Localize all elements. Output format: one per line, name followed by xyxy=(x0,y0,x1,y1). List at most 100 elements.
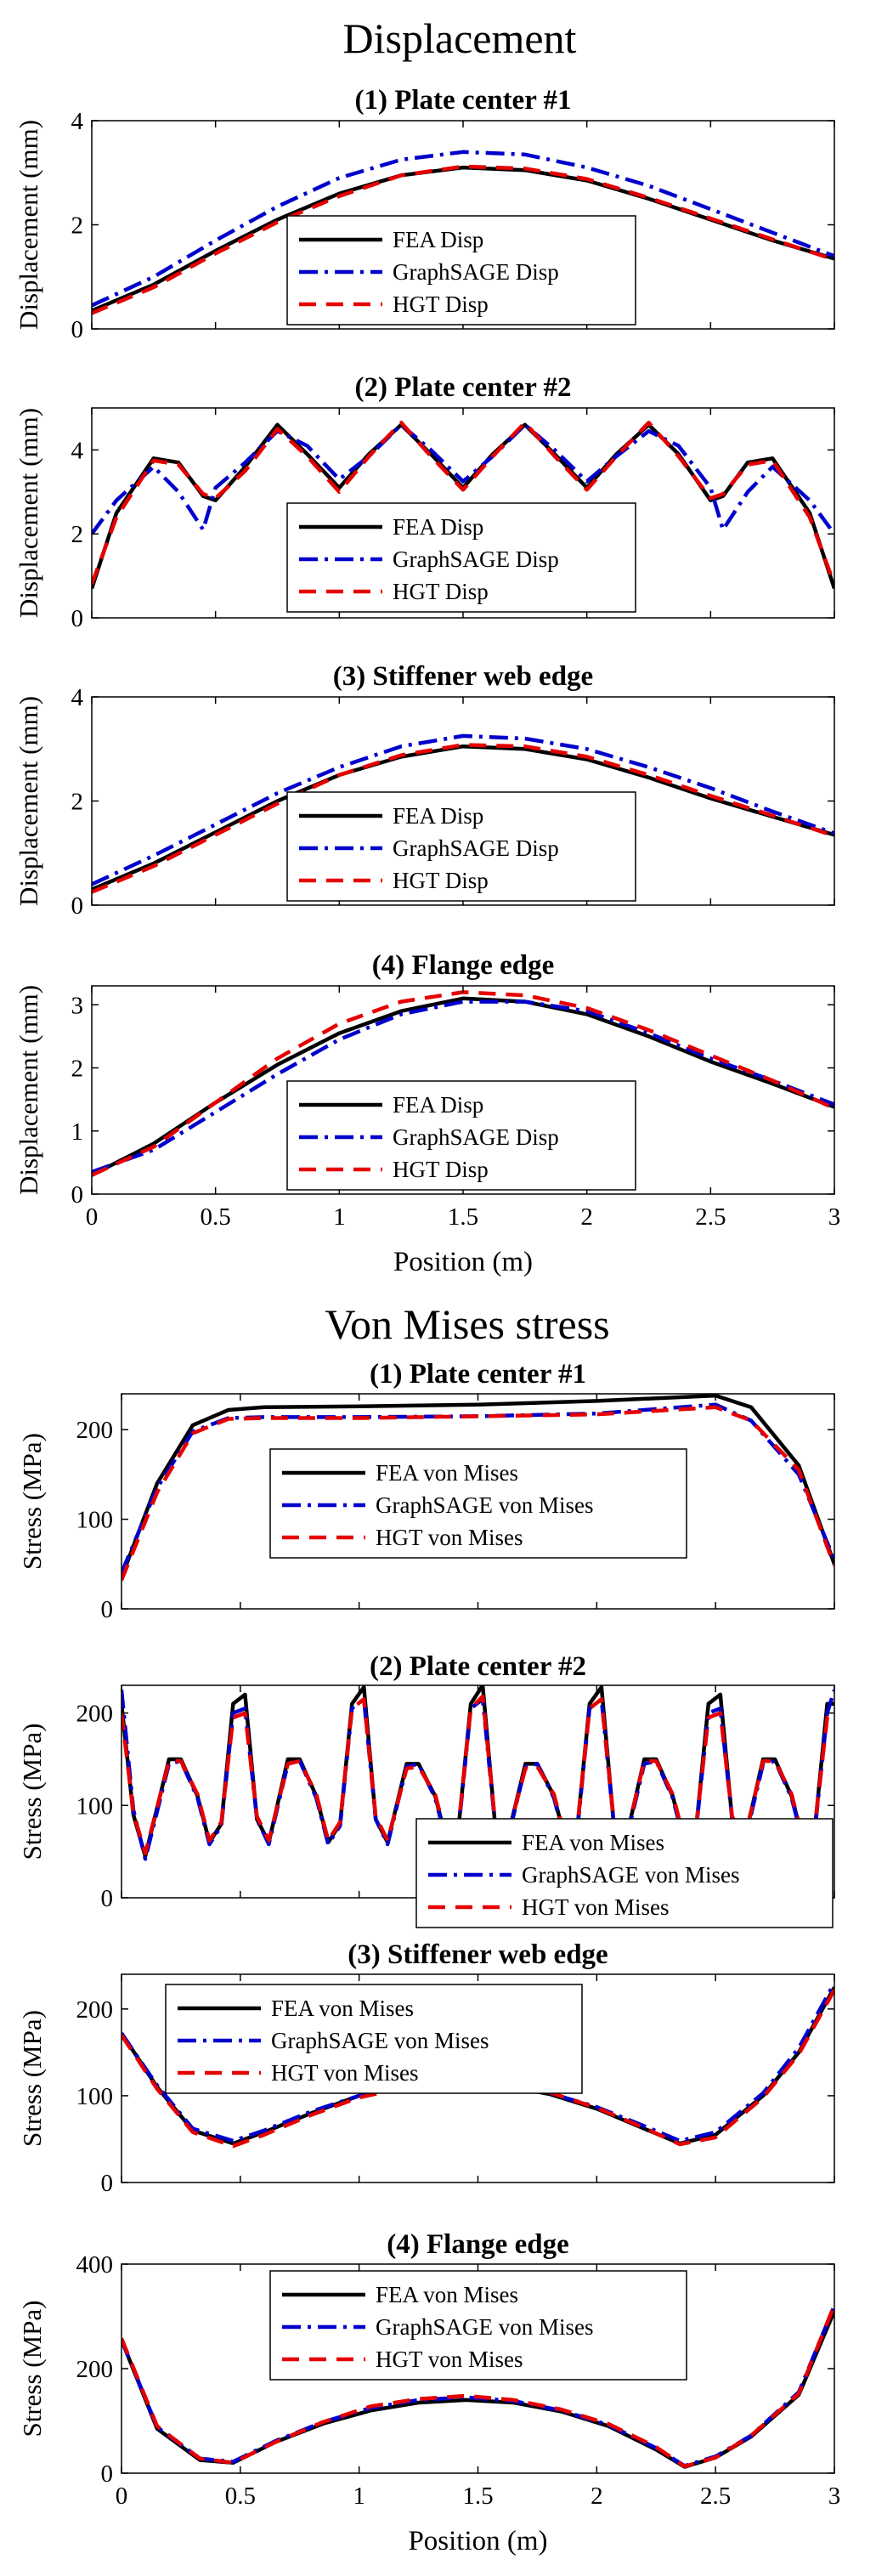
y-tick-label: 0 xyxy=(71,316,84,343)
legend-label: FEA von Mises xyxy=(522,1830,664,1855)
y-tick-label: 0 xyxy=(101,2460,114,2488)
legend-box xyxy=(269,2270,687,2381)
series-line-graphsage xyxy=(92,733,834,886)
x-tick-label: 0.5 xyxy=(225,2483,256,2510)
legend-label: FEA Disp xyxy=(393,1092,483,1118)
panel-title: (2) Plate center #2 xyxy=(354,372,571,403)
legend-label: GraphSAGE von Mises xyxy=(376,1492,594,1518)
chart-panel: 0 2 4 (3) Stiffener web edge Displacement (m… xyxy=(14,661,835,920)
chart-panel: 0 2 4 (1) Plate center #1 Displacement (mm) F… xyxy=(14,85,835,343)
y-tick-label: 0 xyxy=(71,1181,84,1209)
panel-title: (2) Plate center #2 xyxy=(370,1651,586,1682)
legend-label: GraphSAGE von Mises xyxy=(271,2028,489,2053)
legend-label: FEA Disp xyxy=(393,227,483,252)
displacement-section-title: Displacement xyxy=(343,14,577,62)
panel-title: (4) Flange edge xyxy=(372,950,554,981)
legend-label: GraphSAGE Disp xyxy=(393,259,559,285)
legend-label: HGT von Mises xyxy=(376,1525,523,1550)
y-axis-label: Stress (MPa) xyxy=(17,1723,47,1860)
series-line-graphsage xyxy=(122,1402,834,1574)
y-tick-label: 2 xyxy=(71,212,84,240)
series-line-graphsage xyxy=(122,1982,834,2143)
chart-panel: 0 100 200 (3) Stiffener web edge Stress (MPa… xyxy=(17,1939,835,2197)
series-line-hgt xyxy=(92,743,834,894)
legend-box xyxy=(415,1818,834,1928)
x-tick-label: 2 xyxy=(580,1203,593,1231)
y-tick-label: 4 xyxy=(71,108,84,135)
y-tick-label: 3 xyxy=(71,992,84,1019)
x-tick-label: 0 xyxy=(116,2483,128,2510)
legend-box xyxy=(269,1448,687,1559)
legend-label: HGT Disp xyxy=(393,868,489,893)
y-axis-label: Displacement (mm) xyxy=(14,985,43,1195)
x-axis-label: Position (m) xyxy=(393,1247,533,1277)
y-tick-label: 0 xyxy=(71,605,84,632)
x-tick-label: 3 xyxy=(828,1203,841,1231)
series-line-graphsage xyxy=(122,2305,834,2468)
legend: FEA Disp GraphSAGE Disp HGT Disp xyxy=(286,502,636,613)
legend-box xyxy=(165,1984,583,2094)
y-axis-label: Stress (MPa) xyxy=(17,2300,47,2437)
y-tick-label: 2 xyxy=(71,789,84,816)
legend-label: HGT Disp xyxy=(393,579,489,604)
x-tick-label: 0 xyxy=(86,1203,99,1231)
y-tick-label: 0 xyxy=(101,1885,114,1912)
series-line-fea xyxy=(92,744,834,892)
x-tick-label: 2 xyxy=(591,2483,603,2510)
panel-title: (3) Stiffener web edge xyxy=(348,1939,608,1970)
legend: FEA von Mises GraphSAGE von Mises HGT von … xyxy=(269,2270,687,2381)
legend: FEA Disp GraphSAGE Disp HGT Disp xyxy=(286,791,636,902)
stress-section-title: Von Mises stress xyxy=(325,1300,609,1348)
legend-label: GraphSAGE von Mises xyxy=(522,1862,740,1888)
series-line-hgt xyxy=(122,1405,834,1582)
legend-label: FEA von Mises xyxy=(376,2282,518,2307)
y-tick-label: 100 xyxy=(76,1507,114,1534)
series-line-graphsage xyxy=(92,999,834,1175)
series-line-graphsage xyxy=(92,150,834,308)
x-tick-label: 0.5 xyxy=(201,1203,231,1231)
panel-title: (1) Plate center #1 xyxy=(354,85,571,116)
legend-label: FEA Disp xyxy=(393,803,483,829)
series-line-hgt xyxy=(122,2304,834,2469)
series-line-fea xyxy=(122,1685,834,1859)
x-tick-label: 1.5 xyxy=(448,1203,478,1231)
legend-label: HGT Disp xyxy=(393,1157,489,1182)
y-tick-label: 0 xyxy=(101,2170,114,2197)
panels: 0 2 4 (1) Plate center #1 Displacement (mm) F… xyxy=(14,85,840,2556)
legend-label: GraphSAGE Disp xyxy=(393,835,559,861)
series-line-graphsage xyxy=(92,422,834,535)
legend: FEA von Mises GraphSAGE von Mises HGT von … xyxy=(165,1984,583,2094)
legend: FEA von Mises GraphSAGE von Mises HGT von … xyxy=(269,1448,687,1559)
legend-label: FEA von Mises xyxy=(271,1996,414,2021)
y-axis-label: Displacement (mm) xyxy=(14,408,43,618)
y-tick-label: 4 xyxy=(71,684,84,711)
legend: FEA von Mises GraphSAGE von Mises HGT von … xyxy=(415,1818,834,1928)
y-tick-label: 0 xyxy=(71,892,84,920)
legend-label: GraphSAGE von Mises xyxy=(376,2314,594,2340)
panel-title: (1) Plate center #1 xyxy=(370,1359,586,1390)
series-line-hgt xyxy=(122,1694,834,1856)
y-axis-label: Displacement (mm) xyxy=(14,120,43,330)
x-tick-label: 2.5 xyxy=(695,1203,726,1231)
panel-title: (3) Stiffener web edge xyxy=(333,661,593,692)
y-axis-label: Displacement (mm) xyxy=(14,696,43,906)
y-tick-label: 100 xyxy=(76,1792,114,1820)
y-tick-label: 400 xyxy=(76,2251,114,2279)
legend-label: HGT von Mises xyxy=(271,2060,419,2086)
series-line-fea xyxy=(122,1394,834,1578)
y-tick-label: 1 xyxy=(71,1118,84,1146)
legend-label: HGT von Mises xyxy=(522,1894,670,1920)
y-axis-label: Stress (MPa) xyxy=(17,1433,47,1570)
chart-panel: 0 100 200 (1) Plate center #1 Stress (MPa) FE… xyxy=(17,1359,835,1623)
x-axis-label: Position (m) xyxy=(408,2526,547,2556)
legend: FEA Disp GraphSAGE Disp HGT Disp xyxy=(286,215,636,326)
x-tick-label: 1 xyxy=(333,1203,346,1231)
y-tick-label: 100 xyxy=(76,2083,114,2110)
chart-panel: 0 0.5 1 1.5 2 2.5 3 0 200 400 (4) Flange edge Stres… xyxy=(17,2229,840,2556)
y-tick-label: 200 xyxy=(76,1996,114,2024)
chart-panel: 0 2 4 (2) Plate center #2 Displacement (mm) F… xyxy=(14,372,835,632)
x-tick-label: 3 xyxy=(828,2483,841,2510)
legend-label: HGT von Mises xyxy=(376,2347,523,2372)
series-line-hgt xyxy=(92,164,834,315)
